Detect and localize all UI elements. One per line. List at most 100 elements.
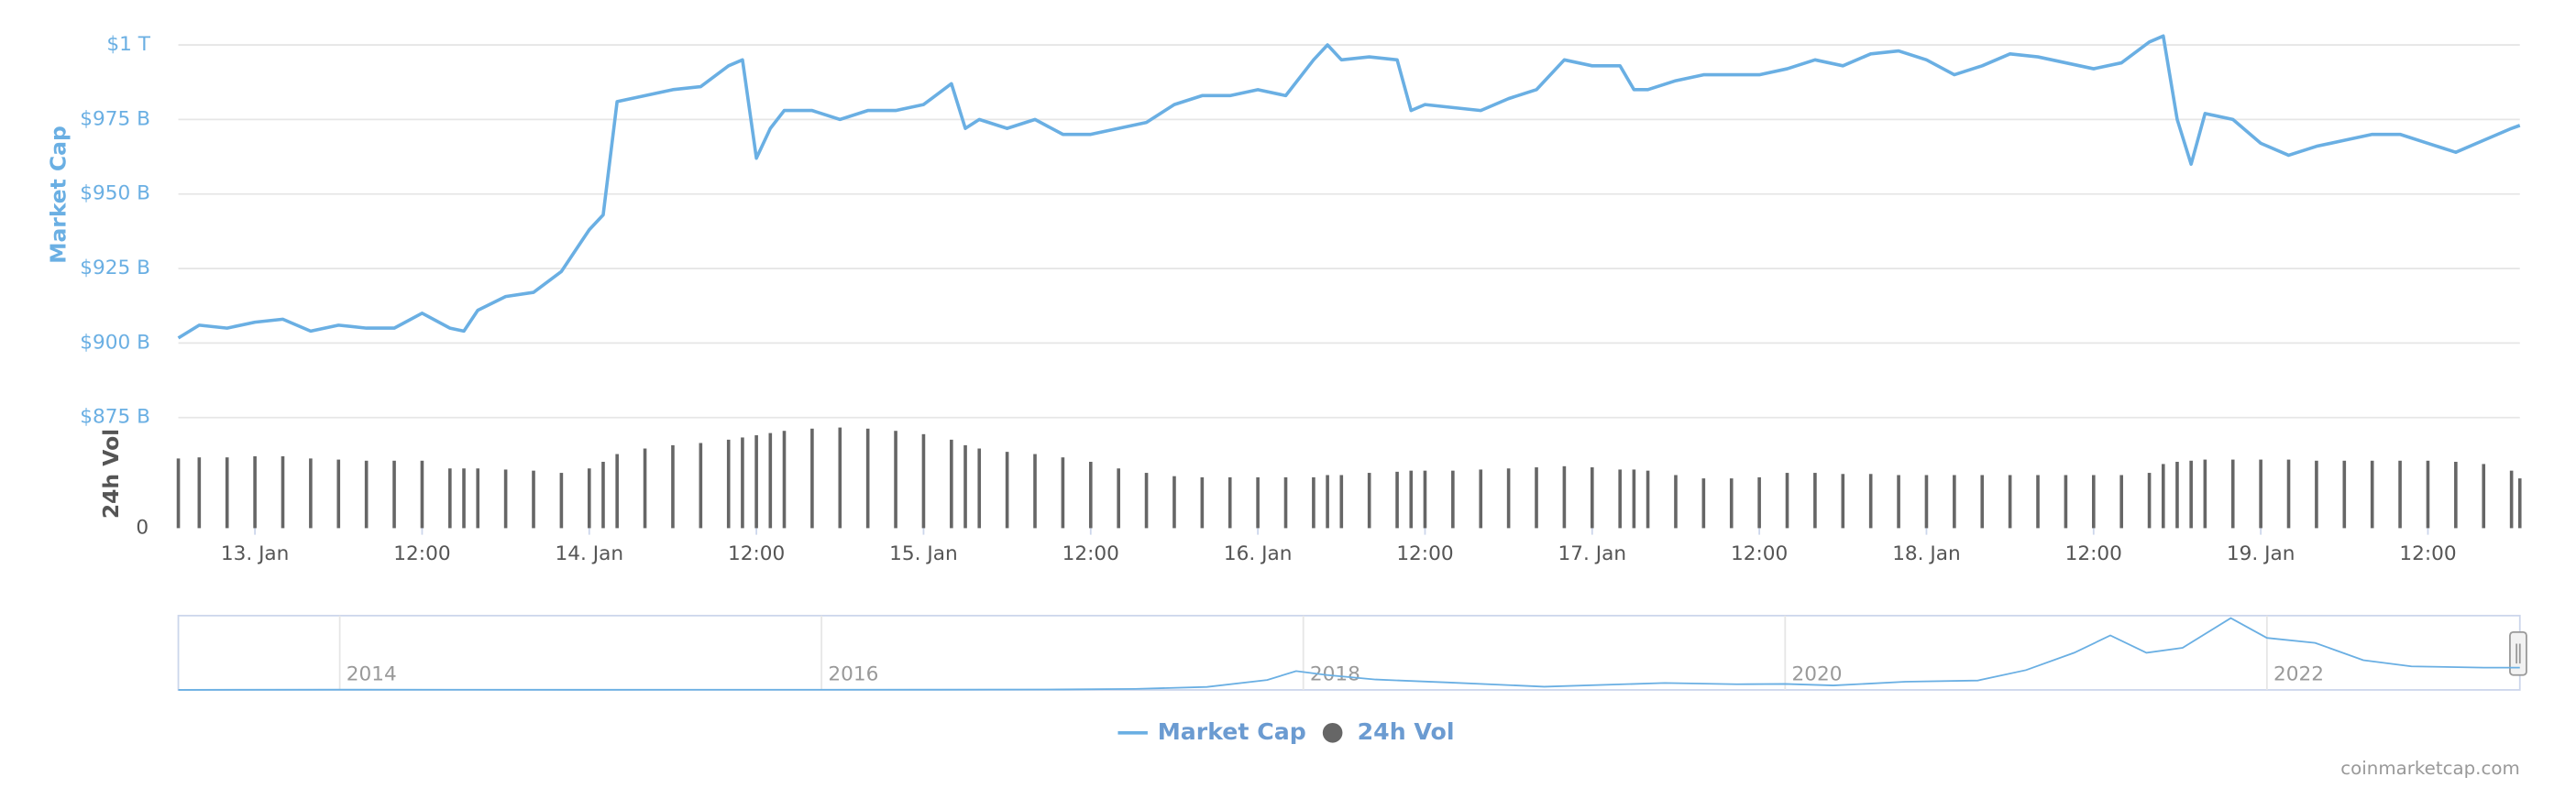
x-tick-label: 12:00 bbox=[2065, 542, 2122, 565]
volume-bar bbox=[176, 458, 181, 529]
volume-bar bbox=[2036, 475, 2040, 529]
volume-bar bbox=[225, 457, 229, 529]
volume-bar bbox=[1256, 476, 1260, 529]
volume-bar bbox=[615, 454, 619, 529]
volume-bar bbox=[601, 461, 605, 529]
volume-bar bbox=[1088, 461, 1093, 529]
volume-bar bbox=[1646, 470, 1650, 529]
volume-bar bbox=[810, 428, 814, 529]
navigator-tick-label: 2016 bbox=[828, 663, 878, 686]
volume-bar bbox=[2517, 478, 2522, 529]
y-tick-label: $1 T bbox=[106, 33, 150, 56]
volume-bar bbox=[1980, 475, 1985, 529]
volume-bar bbox=[768, 432, 773, 529]
volume-bar bbox=[476, 468, 480, 529]
volume-bar bbox=[1312, 476, 1316, 529]
volume-bar bbox=[2203, 459, 2207, 529]
volume-bar bbox=[2230, 459, 2235, 529]
volume-bar bbox=[1409, 470, 1414, 529]
x-tick-label: 12:00 bbox=[2399, 542, 2456, 565]
y-axis-title: Market Cap bbox=[45, 126, 71, 264]
volume-bar bbox=[2147, 473, 2152, 529]
volume-bar bbox=[977, 448, 982, 529]
volume-bar bbox=[963, 444, 967, 529]
volume-bar bbox=[1339, 475, 1344, 529]
volume-bar bbox=[2161, 464, 2165, 529]
volume-bar bbox=[1868, 474, 1873, 529]
volume-bar bbox=[2091, 475, 2096, 529]
volume-bar bbox=[2259, 459, 2262, 529]
volume-bar bbox=[1701, 478, 1706, 529]
volume-bar bbox=[2398, 460, 2402, 529]
volume-bar bbox=[462, 468, 466, 529]
volume-bar bbox=[726, 439, 731, 529]
volume-bar bbox=[197, 457, 202, 529]
legend-dot-icon bbox=[1322, 722, 1343, 743]
volume-bar bbox=[1117, 468, 1120, 529]
volume-bar bbox=[1367, 473, 1371, 529]
volume-bar bbox=[741, 437, 744, 529]
navigator-tick-label: 2014 bbox=[347, 663, 397, 686]
volume-bar bbox=[1479, 469, 1483, 529]
volume-bar bbox=[1423, 470, 1427, 529]
volume-bar bbox=[1729, 478, 1734, 529]
volume-bar bbox=[532, 470, 535, 529]
volume-bar bbox=[1618, 469, 1622, 529]
volume-bar bbox=[2509, 470, 2514, 529]
volume-bar bbox=[1506, 468, 1511, 529]
navigator-tick-label: 2020 bbox=[1791, 663, 1842, 686]
volume-bar bbox=[671, 444, 675, 529]
volume-bar bbox=[392, 460, 396, 529]
volume-bar bbox=[865, 428, 870, 529]
volume-bar bbox=[1283, 476, 1288, 529]
navigator-tick-label: 2022 bbox=[2273, 663, 2324, 686]
volume-bar bbox=[336, 459, 341, 529]
volume-bar bbox=[1061, 457, 1065, 529]
volume-bar bbox=[782, 431, 787, 529]
y-tick-label: $875 B bbox=[80, 406, 150, 429]
volume-bar bbox=[1924, 475, 1929, 529]
y2-tick-label: 0 bbox=[136, 516, 149, 539]
volume-bar bbox=[281, 455, 285, 529]
volume-bar bbox=[2482, 464, 2486, 529]
x-tick-label: 14. Jan bbox=[556, 542, 624, 565]
x-tick-label: 12:00 bbox=[393, 542, 450, 565]
y-tick-label: $925 B bbox=[80, 257, 150, 279]
credit: coinmarketcap.com bbox=[2340, 758, 2519, 779]
volume-bar bbox=[2119, 475, 2123, 529]
legend-label[interactable]: 24h Vol bbox=[1358, 718, 1455, 745]
volume-bar bbox=[950, 439, 953, 529]
volume-bar bbox=[921, 433, 926, 529]
volume-bar bbox=[1590, 467, 1594, 529]
x-tick-label: 12:00 bbox=[1062, 542, 1119, 565]
volume-bar bbox=[2315, 460, 2318, 529]
x-tick-label: 12:00 bbox=[1731, 542, 1788, 565]
volume-bar bbox=[754, 435, 758, 529]
volume-bar bbox=[2189, 460, 2193, 529]
volume-bar bbox=[1562, 465, 1567, 529]
y2-axis-title: 24h Vol bbox=[98, 429, 124, 519]
line bbox=[177, 34, 2521, 340]
volume-bar bbox=[1395, 471, 1399, 529]
legend-label[interactable]: Market Cap bbox=[1158, 718, 1306, 745]
volume-bar bbox=[1841, 474, 1845, 529]
x-tick-label: 12:00 bbox=[728, 542, 785, 565]
volume-bar bbox=[253, 455, 257, 529]
volume-bar bbox=[1813, 473, 1817, 529]
navigator-handle[interactable] bbox=[2509, 630, 2527, 676]
x-tick-label: 16. Jan bbox=[1224, 542, 1293, 565]
volume-bar bbox=[1632, 469, 1636, 529]
volume-bar bbox=[1200, 476, 1205, 529]
volume-bar bbox=[559, 473, 564, 529]
volume-bar bbox=[2454, 461, 2458, 529]
volume-bar bbox=[2370, 460, 2374, 529]
volume-bar bbox=[309, 458, 313, 529]
volume-bar bbox=[364, 460, 369, 529]
volume-bar bbox=[1535, 467, 1538, 529]
x-tick-label: 13. Jan bbox=[221, 542, 290, 565]
volume-bar bbox=[1897, 475, 1900, 529]
volume-bar bbox=[2175, 461, 2179, 529]
volume-bar bbox=[420, 460, 424, 529]
volume-bar bbox=[587, 468, 591, 529]
volume-bar bbox=[503, 469, 508, 529]
